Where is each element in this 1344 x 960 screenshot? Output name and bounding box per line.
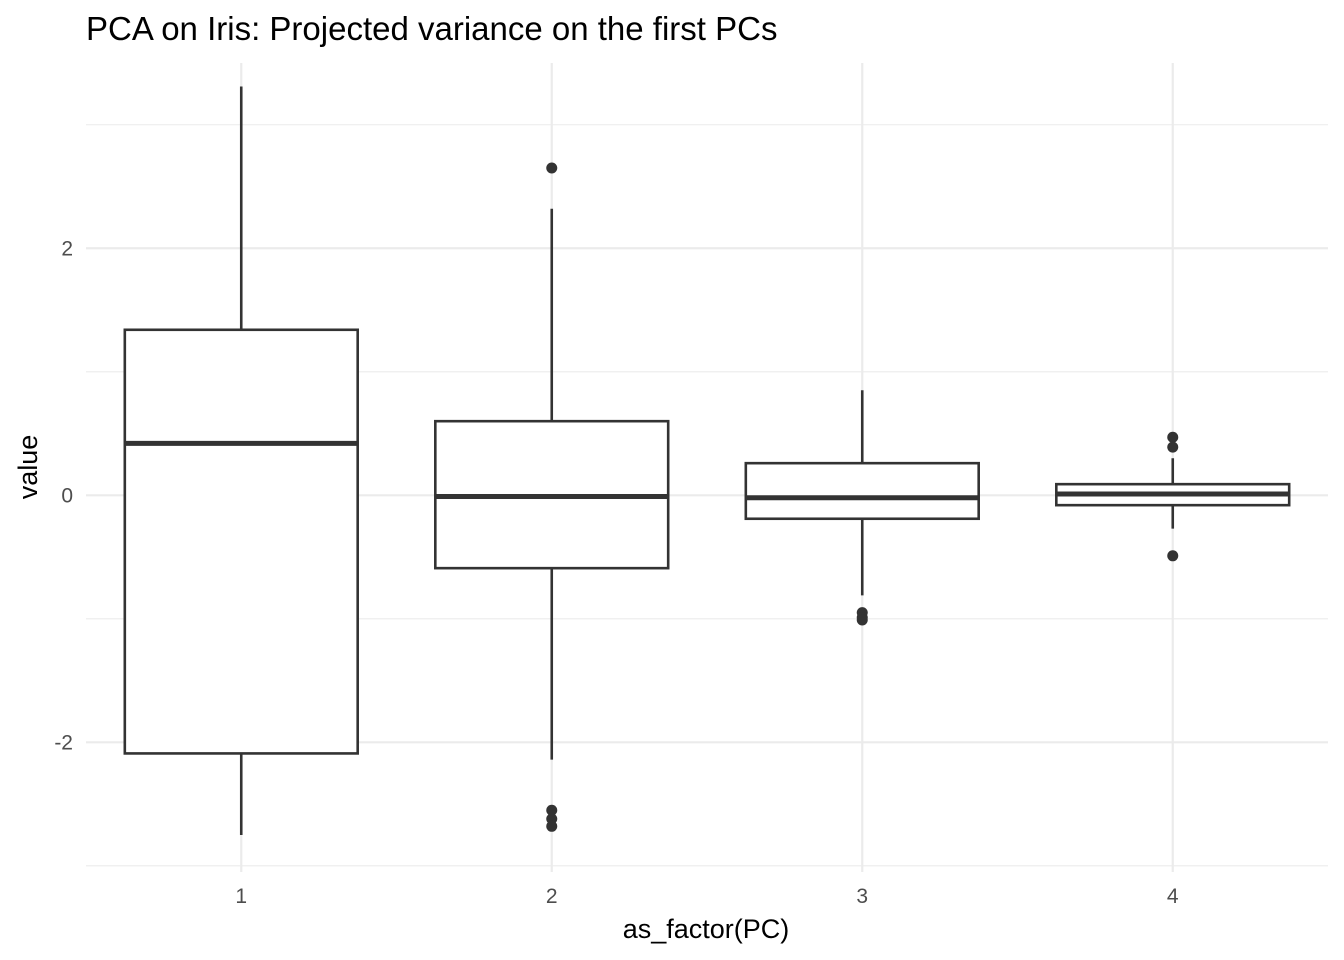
y-tick-label: -2 (54, 731, 73, 754)
tick-labels: -2 0 2 1 2 3 4 (54, 237, 1179, 908)
box-group (744, 390, 980, 626)
x-tick-label: 4 (1167, 885, 1179, 908)
outlier-point (1167, 441, 1179, 453)
y-axis-title: value (13, 435, 43, 500)
y-tick-label: 0 (61, 484, 73, 507)
outlier-point (1167, 431, 1179, 443)
x-tick-label: 1 (235, 885, 247, 908)
box (123, 328, 359, 755)
box-group (123, 86, 359, 835)
box-group (434, 162, 670, 832)
chart-title: PCA on Iris: Projected variance on the f… (86, 10, 777, 47)
plot-marks (123, 86, 1291, 835)
outlier-point (546, 162, 558, 174)
box (744, 461, 980, 521)
box-group (1055, 431, 1291, 562)
outlier-point (546, 820, 558, 832)
outlier-point (1167, 550, 1179, 562)
x-tick-label: 3 (856, 885, 868, 908)
x-tick-label: 2 (546, 885, 558, 908)
outlier-point (546, 804, 558, 816)
y-tick-label: 2 (61, 237, 73, 260)
outlier-point (856, 614, 868, 626)
x-axis-title: as_factor(PC) (623, 914, 790, 944)
